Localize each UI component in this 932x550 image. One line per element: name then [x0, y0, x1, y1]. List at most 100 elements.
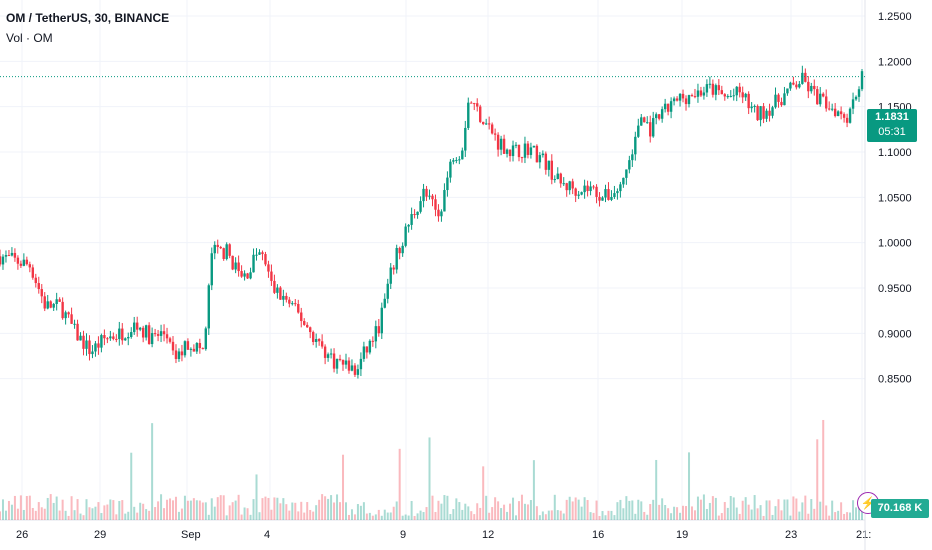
volume-bar [702, 494, 705, 520]
volume-bar [482, 466, 485, 520]
volume-bar [7, 500, 10, 520]
volume-bar [661, 498, 664, 520]
candle-body [210, 253, 213, 286]
candle-body [398, 247, 401, 254]
candle-body [523, 143, 527, 158]
volume-bar [586, 500, 589, 520]
candle-body [526, 143, 530, 155]
candle-body [356, 369, 360, 375]
volume-bar [362, 502, 365, 520]
candle-body [813, 85, 816, 90]
candle-body [786, 88, 789, 94]
candle-body [511, 145, 515, 157]
candle-body [860, 71, 864, 90]
volume-bar [679, 512, 682, 520]
volume-bar [109, 499, 112, 520]
candle-body [538, 155, 542, 163]
candle-body [473, 103, 476, 105]
volume-bar [1, 499, 4, 520]
candle-body [804, 72, 807, 82]
candle-body [383, 298, 386, 308]
volume-bar [699, 499, 702, 520]
volume-bar [395, 501, 398, 520]
volume-bar [559, 510, 562, 520]
volume-bar [503, 504, 506, 520]
candle-body [294, 303, 297, 305]
candle-body [643, 117, 646, 123]
volume-bar [658, 504, 661, 520]
candle-body [303, 321, 306, 325]
candle-body [756, 105, 759, 121]
volume-bar [491, 507, 494, 520]
volume-legend: Vol · OM [6, 31, 53, 45]
candle-body [255, 254, 258, 256]
candle-body [657, 114, 661, 119]
candle-body [371, 340, 375, 342]
candle-body [320, 341, 324, 347]
candle-body [830, 108, 834, 110]
candle-body [216, 244, 219, 247]
candle-body [347, 360, 351, 371]
candle-body [484, 123, 488, 125]
last-price-value: 1.1831 [875, 111, 909, 123]
candle-body [106, 338, 109, 340]
volume-bar [828, 515, 831, 520]
candle-body [571, 181, 574, 189]
volume-bar [88, 507, 91, 520]
candle-body [467, 102, 470, 128]
volume-bar [708, 502, 711, 520]
candle-body [264, 254, 267, 265]
candle-body [1, 256, 5, 265]
candle-body [825, 96, 828, 109]
candle-body [19, 263, 23, 266]
volume-bar [747, 504, 750, 520]
candle-body [407, 224, 410, 227]
volume-bar [622, 508, 625, 520]
candle-body [616, 191, 619, 194]
candle-body [377, 326, 381, 334]
volume-bar [112, 500, 115, 520]
volume-bar [410, 500, 413, 520]
candle-body [103, 335, 106, 339]
volume-bar [756, 508, 759, 520]
volume-bar [246, 508, 249, 520]
candle-body [118, 328, 121, 340]
volume-bar [124, 513, 127, 520]
candle-body [189, 348, 193, 350]
volume-bar [52, 502, 55, 520]
candle-body [487, 123, 491, 125]
candle-body [389, 267, 392, 284]
volume-bar [169, 498, 172, 520]
candle-body [652, 118, 655, 137]
candle-body [717, 85, 721, 91]
candle-body [249, 272, 252, 279]
volume-bar [768, 500, 771, 520]
volume-bar [55, 496, 58, 520]
candle-body [141, 327, 145, 338]
volume-bar [801, 502, 804, 520]
candle-body [234, 262, 237, 270]
volume-bar [94, 506, 97, 520]
candle-body [699, 90, 703, 96]
volume-bar [31, 507, 34, 520]
volume-bar [813, 508, 816, 520]
volume-bar [264, 496, 267, 520]
volume-bar [529, 500, 532, 520]
volume-bar [276, 497, 279, 520]
volume-bar [765, 500, 768, 520]
volume-bar [676, 507, 679, 520]
volume-bar [413, 515, 416, 520]
candle-body [678, 93, 682, 101]
volume-bar [201, 502, 204, 520]
volume-bar [189, 500, 192, 520]
candle-body [243, 273, 246, 277]
volume-bar [744, 497, 747, 520]
volume-bar [550, 510, 553, 520]
candle-body [213, 244, 216, 254]
candle-body [365, 346, 369, 353]
candle-body [562, 183, 565, 185]
candle-body [162, 331, 166, 335]
volume-bar [759, 505, 762, 520]
candle-body [568, 181, 571, 191]
